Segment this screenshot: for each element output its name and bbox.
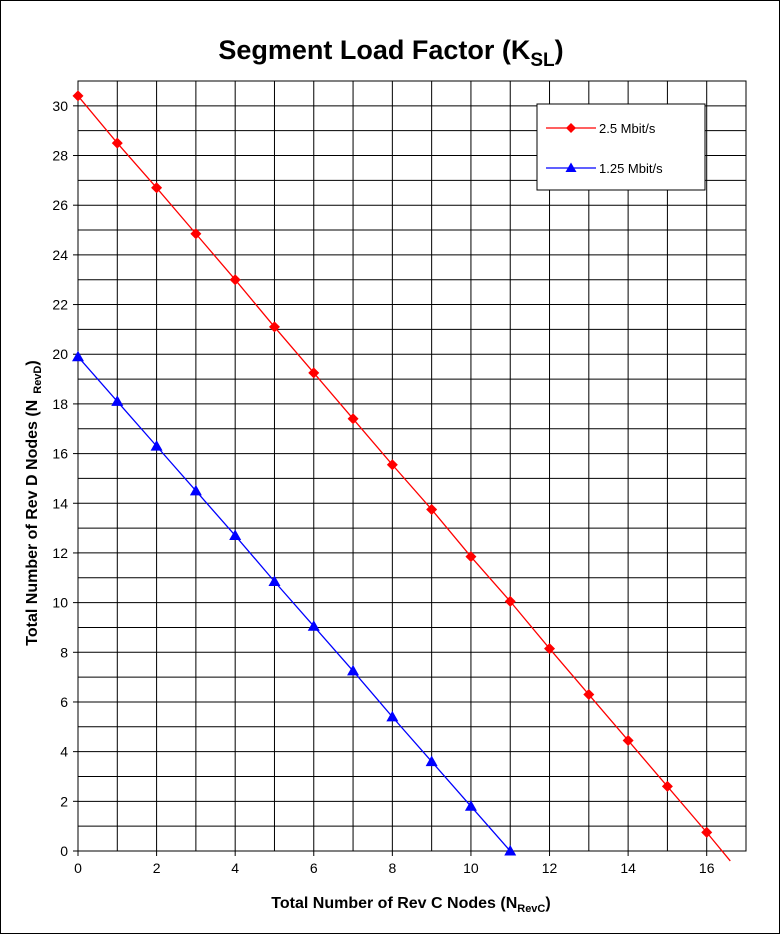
data-point-2-5-mbit-s xyxy=(151,182,163,194)
legend-label-1-25-mbit: 1.25 Mbit/s xyxy=(599,161,663,176)
y-tick-label: 0 xyxy=(60,843,68,859)
y-tick-label: 4 xyxy=(60,744,68,760)
y-tick-label: 30 xyxy=(52,98,68,114)
plot-area xyxy=(77,80,747,852)
data-point-2-5-mbit-s xyxy=(229,274,241,286)
data-point-1-25-mbit-s xyxy=(268,575,281,586)
series-line-2-5-mbit-s xyxy=(77,95,731,862)
y-tick-label: 16 xyxy=(52,446,68,462)
y-tick-label: 12 xyxy=(52,545,68,561)
data-point-2-5-mbit-s xyxy=(544,643,556,655)
data-point-2-5-mbit-s xyxy=(504,595,516,607)
data-point-2-5-mbit-s xyxy=(661,780,673,792)
y-tick-label: 18 xyxy=(52,396,68,412)
grid xyxy=(78,81,746,851)
y-tick-label: 14 xyxy=(52,495,68,511)
data-point-1-25-mbit-s xyxy=(464,800,477,811)
x-tick-label: 0 xyxy=(74,860,82,876)
y-tick-label: 6 xyxy=(60,694,68,710)
data-point-2-5-mbit-s xyxy=(622,734,634,746)
data-point-2-5-mbit-s xyxy=(111,137,123,149)
y-tick-label: 28 xyxy=(52,148,68,164)
x-tick-label: 16 xyxy=(699,860,715,876)
legend-label-2-5-mbit: 2.5 Mbit/s xyxy=(599,121,656,136)
data-point-1-25-mbit-s xyxy=(229,529,242,541)
data-point-2-5-mbit-s xyxy=(190,228,202,240)
data-point-1-25-mbit-s xyxy=(111,395,124,406)
data-point-1-25-mbit-s xyxy=(307,620,320,631)
x-tick-label: 6 xyxy=(310,860,318,876)
data-point-1-25-mbit-s xyxy=(150,440,163,451)
series-1-25-mbit-s xyxy=(72,350,517,856)
y-tick-label: 20 xyxy=(52,346,68,362)
x-tick-label: 12 xyxy=(542,860,558,876)
data-point-1-25-mbit-s xyxy=(189,484,202,496)
x-tick-label: 2 xyxy=(153,860,161,876)
data-point-2-5-mbit-s xyxy=(583,689,595,701)
data-point-1-25-mbit-s xyxy=(425,755,438,767)
data-point-2-5-mbit-s xyxy=(701,826,713,838)
series-line-1-25-mbit-s xyxy=(77,356,511,852)
data-point-1-25-mbit-s xyxy=(504,845,517,856)
legend-marker-1-25-mbit xyxy=(565,162,577,172)
y-tick-label: 22 xyxy=(52,297,68,313)
data-point-2-5-mbit-s xyxy=(465,551,477,563)
chart-title: Segment Load Factor (KSL) xyxy=(218,35,563,71)
x-axis-title: Total Number of Rev C Nodes (NRevC) xyxy=(271,895,550,915)
series-layer xyxy=(72,90,731,862)
data-point-1-25-mbit-s xyxy=(347,664,360,676)
y-tick-label: 26 xyxy=(52,197,68,213)
y-tick-label: 10 xyxy=(52,595,68,611)
data-point-2-5-mbit-s xyxy=(72,90,84,102)
y-tick-label: 2 xyxy=(60,793,68,809)
data-point-1-25-mbit-s xyxy=(386,710,399,722)
data-point-2-5-mbit-s xyxy=(268,321,280,333)
x-tick-label: 10 xyxy=(463,860,479,876)
y-tick-label: 24 xyxy=(52,247,68,263)
legend-box xyxy=(536,103,706,191)
series-2-5-mbit-s xyxy=(72,90,731,862)
data-point-2-5-mbit-s xyxy=(347,413,359,425)
x-tick-label: 8 xyxy=(388,860,396,876)
x-tick-label: 4 xyxy=(231,860,239,876)
data-point-1-25-mbit-s xyxy=(72,350,84,362)
y-axis-title: Total Number of Rev D Nodes (NRevD) xyxy=(24,360,44,645)
legend-marker-2-5-mbit xyxy=(566,123,576,133)
data-point-2-5-mbit-s xyxy=(308,367,320,379)
y-tick-label: 8 xyxy=(60,644,68,660)
data-point-2-5-mbit-s xyxy=(426,503,438,515)
x-tick-label: 14 xyxy=(620,860,636,876)
legend: 2.5 Mbit/s 1.25 Mbit/s xyxy=(536,103,706,191)
data-point-2-5-mbit-s xyxy=(386,459,398,471)
